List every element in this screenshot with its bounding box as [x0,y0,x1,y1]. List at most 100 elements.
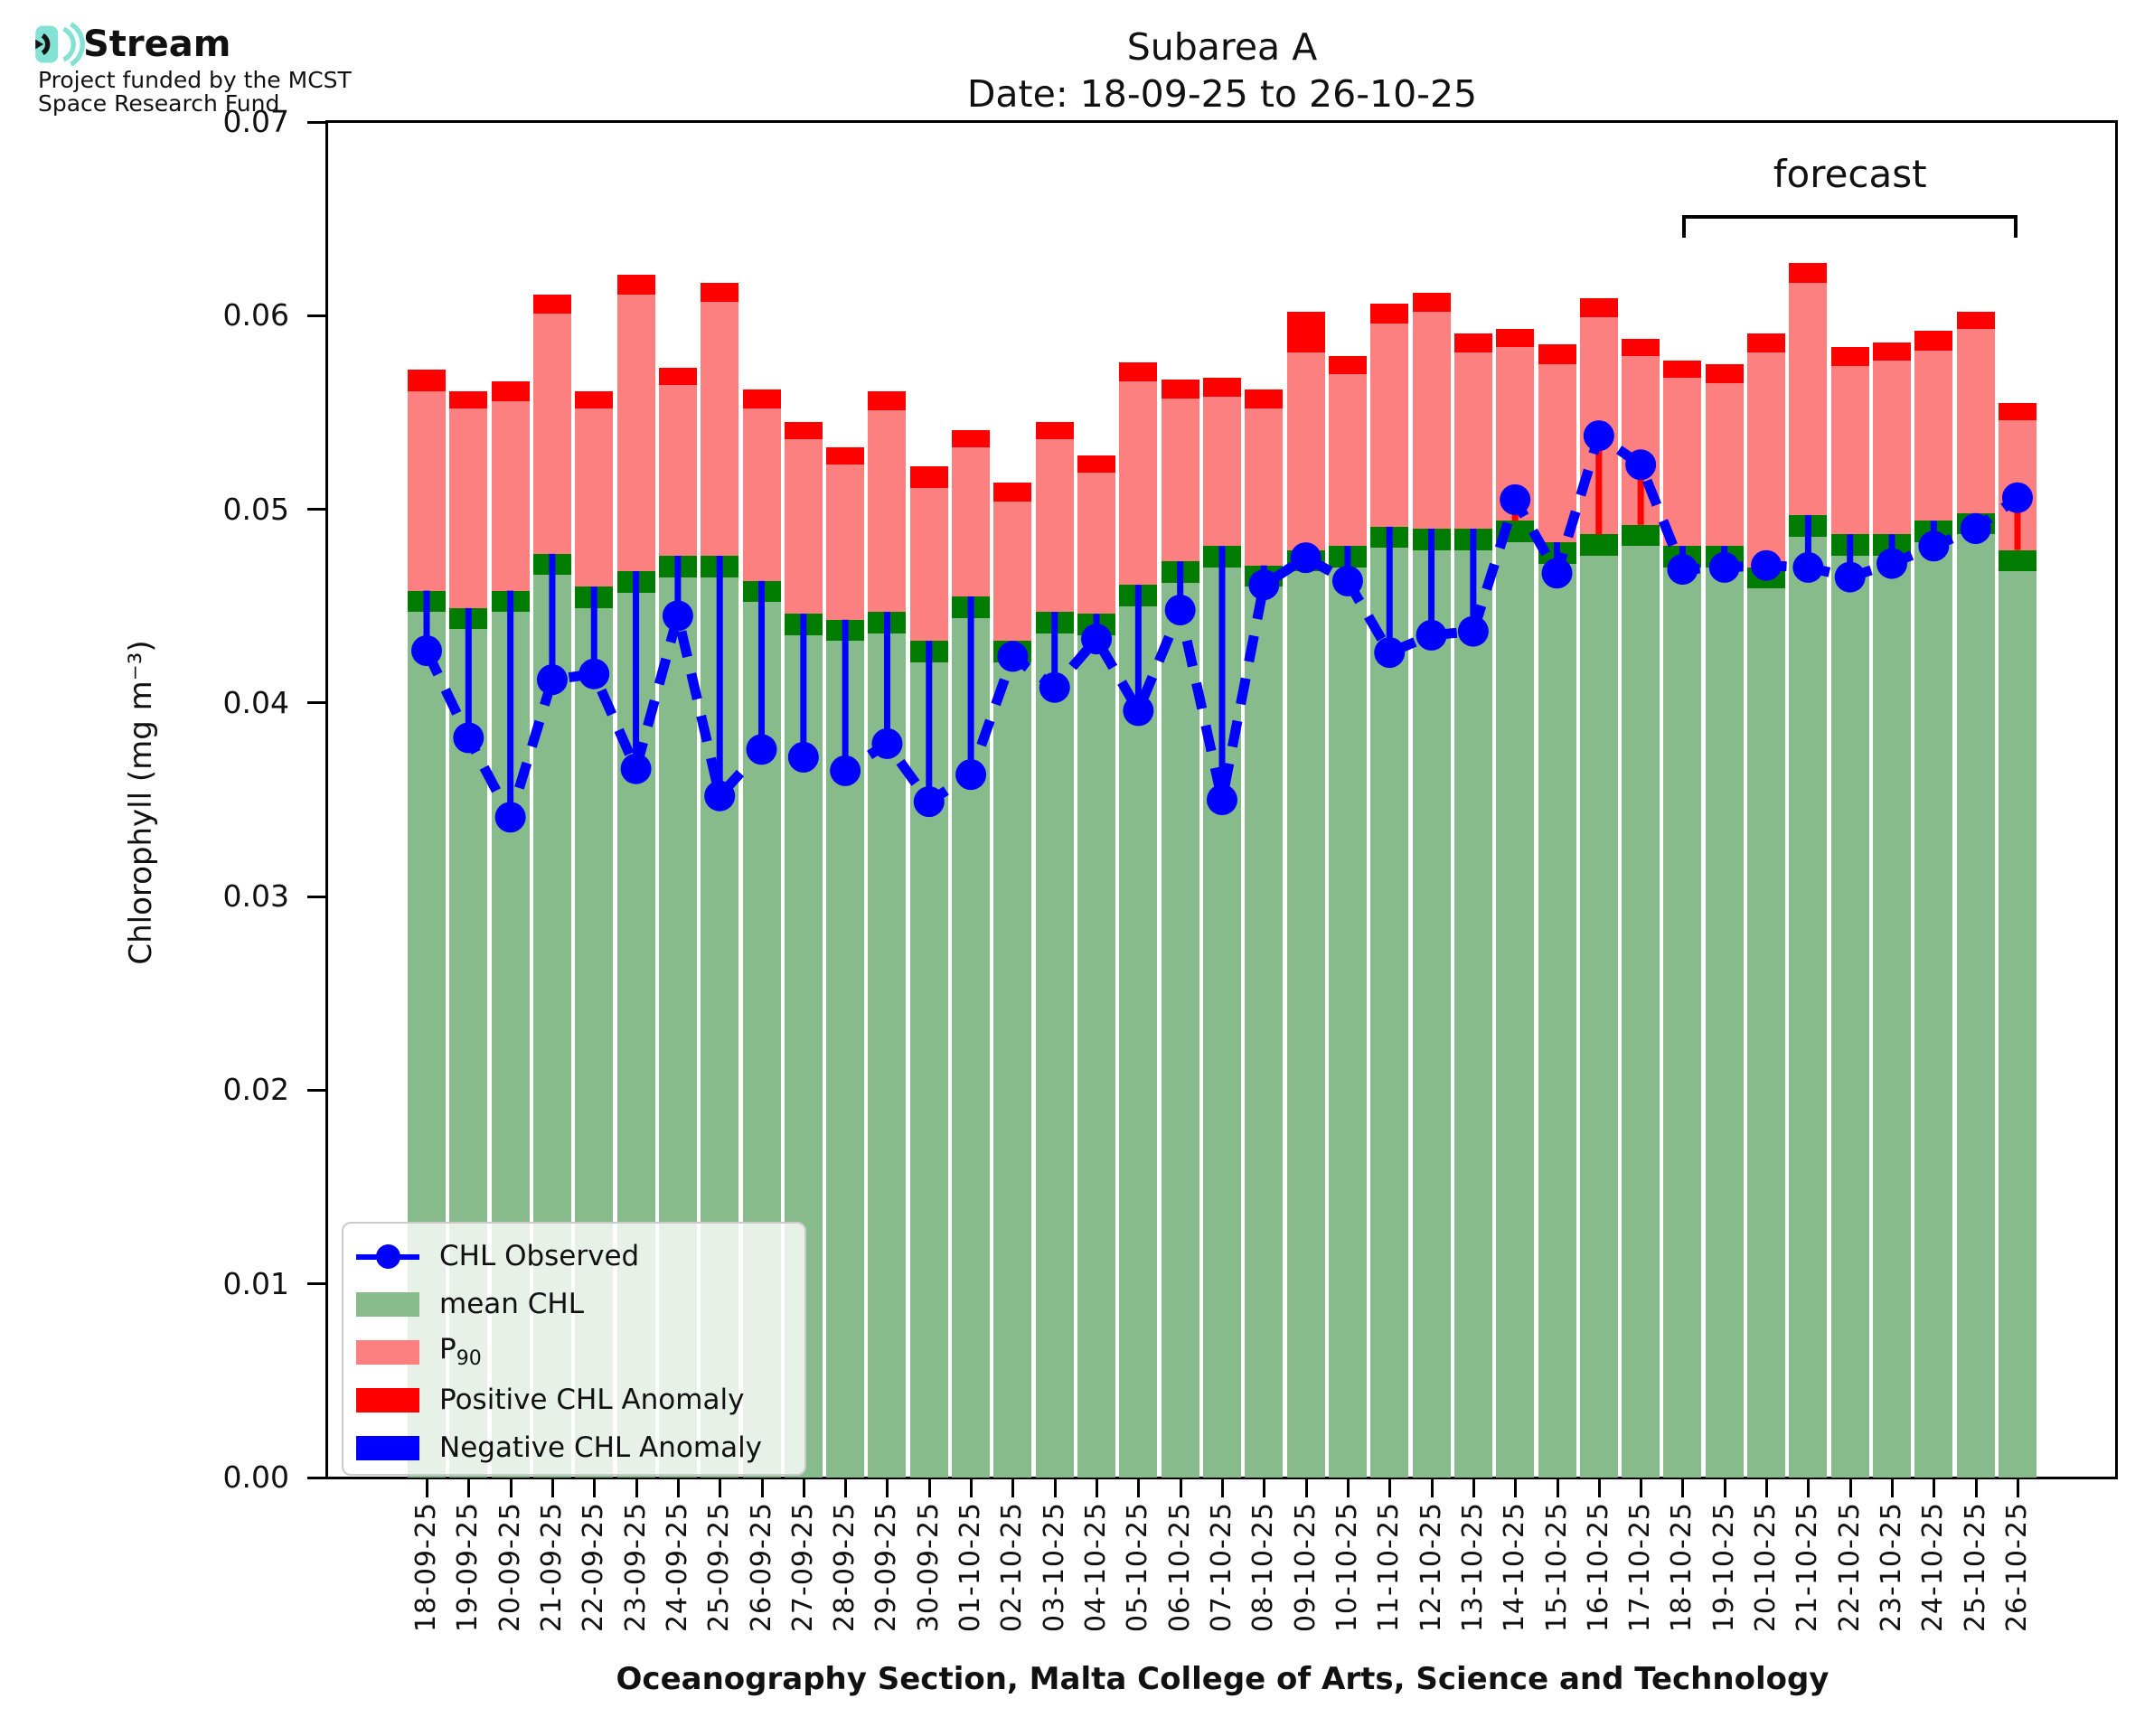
brand-name: Stream [83,23,231,65]
chart-title-line1: Subarea A [1126,25,1318,69]
positive-anomaly-cap [1370,304,1409,324]
p90-bar [1914,350,1953,521]
positive-anomaly-cap [1747,333,1786,352]
x-tick [1053,1478,1057,1497]
p90-bar [1328,373,1367,547]
observed-marker [871,727,903,759]
observed-marker [1331,565,1363,596]
mean-chl-bar [1998,571,2036,1478]
legend-label: Positive CHL Anomaly [439,1384,745,1416]
y-tick-label: 0.05 [222,491,289,527]
p90-bar [1538,363,1576,542]
p90-bar [1245,408,1284,566]
legend-label: P90 [439,1333,482,1371]
observed-marker [1290,542,1322,574]
observed-marker [494,802,526,833]
mean-chl-cap [1998,549,2036,572]
chart-title-line2: Date: 18-09-25 to 26-10-25 [966,72,1478,116]
legend-item-chl-observed: CHL Observed [356,1238,639,1274]
observed-marker [1583,420,1614,452]
x-tick [886,1478,889,1497]
y-tick [307,1088,325,1092]
positive-anomaly-cap [742,389,781,409]
mean-chl-bar [1538,563,1576,1478]
p90-bar [575,408,614,587]
x-tick [1263,1478,1266,1497]
p90-bar [701,302,739,556]
positive-anomaly-cap [952,429,991,447]
stream-wave-icon [35,22,85,67]
observed-marker [2001,482,2033,513]
mean-chl-bar [1956,534,1995,1478]
y-tick [307,895,325,898]
mean-chl-bar [1914,542,1953,1478]
mean-chl-bar [1579,556,1618,1478]
mean-chl-cap [1622,524,1660,547]
y-tick [307,1476,325,1479]
x-tick [719,1478,722,1497]
legend-item-mean-chl: mean CHL [356,1286,584,1322]
positive-anomaly-cap [909,466,948,488]
positive-anomaly-cap [575,390,614,409]
x-tick [1640,1478,1643,1497]
x-tick [1220,1478,1224,1497]
forecast-bracket [1682,215,2018,238]
observed-marker [1918,530,1950,562]
legend-item-negative-anomaly: Negative CHL Anomaly [356,1430,762,1466]
p90-bar [1286,352,1325,550]
positive-anomaly-cap [1705,363,1744,384]
logo-subtitle-line1: Project funded by the MCST [38,67,352,93]
mean-chl-bar [1412,549,1451,1478]
x-tick [844,1478,848,1497]
observed-line [422,427,2021,830]
legend-label: mean CHL [439,1288,584,1320]
p90-bar [1370,323,1409,527]
mean-chl-bar [1747,588,1786,1478]
observed-marker [1081,624,1113,655]
p90-bar [826,464,865,620]
positive-anomaly-cap [449,390,488,409]
mean-chl-bar [1328,567,1367,1478]
p90-bar [1453,352,1492,529]
observed-marker [1039,671,1070,703]
x-tick [1346,1478,1350,1497]
observed-marker [1416,619,1447,651]
x-tick [1807,1478,1811,1497]
observed-marker [997,641,1029,672]
x-tick [802,1478,805,1497]
y-tick-label: 0.00 [222,1459,289,1495]
observed-marker [1457,615,1489,647]
x-tick [1137,1478,1141,1497]
mean-chl-swatch-icon [356,1291,419,1317]
observed-marker [1164,595,1196,625]
p90-bar [1830,366,1869,535]
positive-anomaly-cap [1077,455,1116,473]
positive-anomaly-cap [1286,312,1325,352]
observed-marker [1625,449,1657,481]
positive-anomaly-cap [1663,360,1702,378]
observed-marker [1792,551,1824,583]
x-tick [1011,1478,1015,1497]
y-tick [307,1282,325,1286]
x-tick [509,1478,513,1497]
p90-bar [1747,352,1786,568]
p90-bar [952,447,991,596]
positive-anomaly-cap [1035,422,1074,440]
legend: CHL Observed mean CHL P90 Positive CHL A… [342,1222,806,1476]
observed-marker [411,635,442,666]
x-tick [1933,1478,1936,1497]
p90-bar [742,408,781,581]
x-tick [927,1478,931,1497]
x-tick [970,1478,974,1497]
positive-anomaly-cap [1496,329,1535,347]
legend-item-p90: P90 [356,1333,482,1371]
x-tick [1179,1478,1182,1497]
observed-line-marker-icon [356,1243,419,1269]
legend-label: Negative CHL Anomaly [439,1431,763,1464]
mean-chl-bar [1035,633,1074,1478]
mean-chl-bar [1663,567,1702,1478]
p90-bar [784,439,823,615]
p90-bar [993,502,1032,642]
stream-logo: Stream Project funded by the MCST Space … [27,18,352,117]
y-tick [307,120,325,124]
